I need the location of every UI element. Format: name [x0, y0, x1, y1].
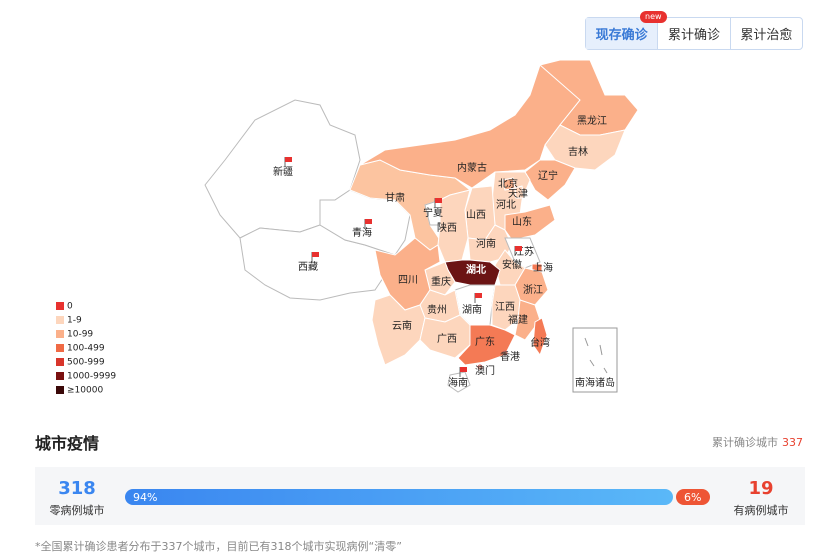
flag [435, 198, 442, 203]
province [538, 59, 639, 136]
province-label: 西藏 [298, 261, 318, 273]
province-label: 香港 [500, 351, 520, 363]
province-label: 重庆 [431, 275, 451, 288]
legend-swatch [56, 330, 64, 338]
flag [365, 219, 372, 224]
legend-swatch [56, 316, 64, 324]
province-label: 海南 [448, 376, 468, 389]
province-label: 河北 [496, 199, 516, 211]
legend-swatch [56, 344, 64, 352]
province-label: 贵州 [427, 303, 447, 316]
province [477, 364, 483, 370]
province-label: 辽宁 [538, 169, 558, 182]
province-label: 天津 [508, 188, 528, 200]
legend-label: 10-99 [67, 330, 93, 340]
legend-label: 100-499 [67, 344, 105, 354]
province-label: 青海 [352, 226, 372, 239]
legend-label: 500-999 [67, 358, 105, 368]
province-label: 北京 [498, 177, 518, 190]
zero-count: 318 [58, 478, 96, 499]
flags [284, 157, 522, 377]
inset-islands [584, 337, 608, 374]
province [544, 124, 626, 171]
province [447, 371, 471, 393]
inset-box [572, 327, 618, 393]
case-share-bar: 6% [675, 489, 710, 505]
province-label: 黑龙江 [577, 114, 607, 127]
tab[interactable]: 累计治愈 [729, 18, 802, 49]
province-label: 上海 [533, 261, 553, 274]
province-label: 云南 [392, 319, 412, 332]
tab[interactable]: 累计确诊 [657, 18, 729, 49]
province-label: 山东 [512, 215, 532, 228]
legend: 0 1-9 10-99 100-499 500-999 1000-9999 ≥10000 [56, 302, 116, 396]
province-label: 广西 [437, 333, 457, 345]
legend-swatch [56, 358, 64, 366]
province-label: 浙江 [523, 284, 543, 296]
province-label: 宁夏 [423, 206, 443, 219]
province-label: 澳门 [475, 364, 495, 377]
flag [515, 246, 522, 251]
province-label: 广东 [475, 335, 495, 348]
province-label: 湖北 [466, 263, 486, 276]
province-label: 新疆 [273, 165, 293, 178]
total-value: 337 [782, 436, 803, 449]
share-bar: 94% 6% [125, 489, 710, 505]
section-title: 城市疫情 [35, 434, 100, 453]
tab-bar: 现存确诊 累计确诊 累计治愈 [585, 17, 803, 50]
flag [312, 252, 319, 257]
province [457, 324, 516, 366]
flag [285, 157, 292, 162]
legend-swatch [56, 372, 64, 380]
province [437, 189, 471, 263]
case-share-label: 6% [684, 490, 702, 504]
zero-label: 零病例城市 [49, 504, 105, 517]
province-label: 四川 [398, 275, 418, 286]
inset-label: 南海诸岛 [575, 376, 615, 389]
legend-swatch [56, 302, 64, 310]
case-label: 有病例城市 [733, 504, 789, 517]
province-label: 内蒙古 [457, 161, 487, 174]
province [491, 284, 521, 331]
legend-swatch [56, 386, 64, 394]
province-label: 福建 [508, 313, 528, 326]
legend-label: ≥10000 [67, 386, 103, 396]
flag [475, 293, 482, 298]
zero-share-label: 94% [133, 490, 158, 504]
province-label: 台湾 [530, 336, 550, 349]
zero-share-bar: 94% [125, 489, 673, 505]
footnote: *全国累计确诊患者分布于337个城市，目前已有318个城市实现病例“清零” [35, 540, 402, 553]
legend-label: 1000-9999 [67, 372, 116, 382]
legend-label: 1-9 [67, 316, 82, 326]
total-cities: 累计确诊城市 337 [712, 434, 803, 450]
province-label: 陕西 [437, 221, 457, 234]
case-count: 19 [748, 478, 774, 499]
summary-panel: 318 零病例城市 94% 6% 19 有病例城市 [35, 467, 805, 525]
province-label: 山西 [466, 209, 486, 221]
province [502, 350, 508, 356]
province-label: 安徽 [502, 258, 522, 271]
legend-label: 0 [67, 302, 73, 312]
total-label: 累计确诊城市 [712, 436, 778, 449]
province [532, 317, 548, 357]
new-badge: new [640, 11, 667, 23]
province-label: 甘肃 [385, 191, 405, 204]
province-label: 河南 [476, 237, 496, 250]
province-label: 湖南 [462, 303, 482, 316]
flag [460, 367, 467, 372]
province-label: 吉林 [568, 145, 588, 158]
province [514, 185, 525, 199]
tab[interactable]: 现存确诊 [586, 18, 658, 49]
province-label: 江西 [495, 301, 515, 313]
